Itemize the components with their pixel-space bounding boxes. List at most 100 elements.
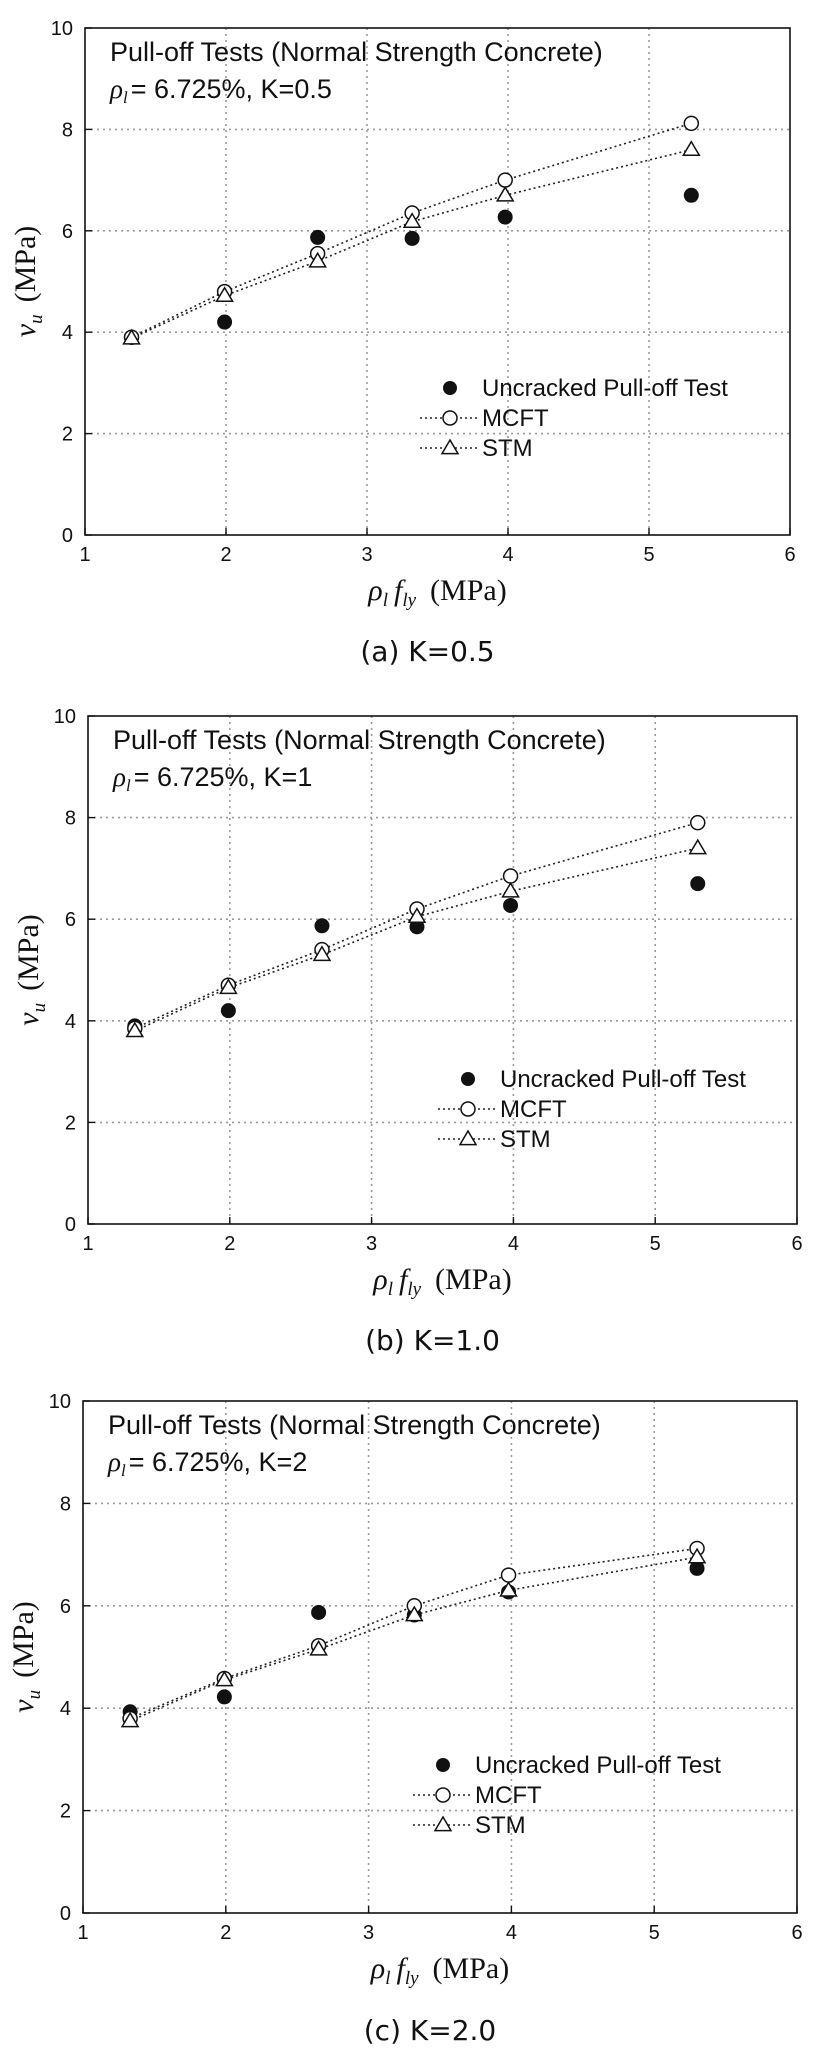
legend-label: STM <box>482 435 533 462</box>
data-point-uncracked <box>311 1604 327 1620</box>
legend-label: STM <box>500 1126 551 1153</box>
data-point-uncracked <box>216 1689 232 1705</box>
y-tick-label: 6 <box>65 909 76 931</box>
data-point-uncracked <box>497 209 513 225</box>
chart-panel-3: 1 2 3 4 5 6 0 2 4 6 8 10 ρl fly (MPa) vu(MPa) Pull-off T… <box>7 1391 803 2047</box>
y-tick-label: 8 <box>60 1493 71 1515</box>
legend-marker-filled-circle <box>461 1072 475 1086</box>
legend: Uncracked Pull-off Test MCFT STM <box>420 375 728 462</box>
data-point-mcft <box>689 814 706 831</box>
y-axis-label: vu(MPa) <box>12 914 50 1025</box>
data-point-mcft <box>500 1567 517 1583</box>
plot-frame <box>87 715 798 1225</box>
x-tick-label: 6 <box>791 1922 802 1944</box>
x-tick-label: 4 <box>506 1922 517 1944</box>
legend-marker-open-triangle <box>458 1129 478 1146</box>
y-tick-label: 6 <box>60 1596 71 1618</box>
x-axis-label: ρl fly (MPa) <box>367 574 506 611</box>
y-tick-label: 8 <box>65 808 76 830</box>
data-point-stm <box>308 251 327 268</box>
x-tick-label: 1 <box>82 1233 93 1255</box>
y-tick-label: 4 <box>65 1011 76 1033</box>
data-point-uncracked <box>690 876 706 892</box>
data-point-stm <box>407 907 427 924</box>
data-point-uncracked <box>314 918 330 934</box>
data-point-stm <box>499 1580 518 1597</box>
series-line-open-circle <box>131 122 692 339</box>
legend-label: Uncracked Pull-off Test <box>482 375 728 402</box>
x-tick-label: 5 <box>643 544 654 566</box>
data-point-stm <box>219 978 238 995</box>
legend-label: MCFT <box>500 1096 567 1123</box>
y-tick-label: 4 <box>62 322 73 344</box>
data-point-stm <box>215 1670 234 1687</box>
data-point-stm <box>495 185 515 202</box>
data-point-stm <box>501 881 520 898</box>
data-point-stm <box>687 1547 707 1564</box>
panel-caption: (a) K=0.5 <box>360 635 494 668</box>
annotation-ratio: ρl = 6.725%, K=2 <box>107 1447 307 1480</box>
legend: Uncracked Pull-off Test MCFT STM <box>438 1066 746 1153</box>
legend-marker-open-circle <box>442 410 458 426</box>
data-point-stm <box>312 945 332 962</box>
legend-label: Uncracked Pull-off Test <box>475 1752 721 1779</box>
series-line-open-triangle <box>129 1556 698 1722</box>
legend-marker-open-triangle <box>440 438 460 455</box>
x-tick-label: 6 <box>791 1233 802 1255</box>
x-tick-label: 4 <box>502 544 513 566</box>
annotation-title: Pull-off Tests (Normal Strength Concrete… <box>108 1410 601 1440</box>
data-point-stm <box>404 1605 424 1622</box>
annotation-title: Pull-off Tests (Normal Strength Concrete… <box>113 725 606 755</box>
data-point-stm <box>402 212 422 229</box>
series-line-open-circle <box>134 821 698 1030</box>
x-axis-label: ρl fly (MPa) <box>370 1952 509 1989</box>
y-tick-label: 4 <box>60 1698 71 1720</box>
plot-frame <box>82 1400 798 1914</box>
annotation-ratio: ρl = 6.725%, K=1 <box>112 762 312 795</box>
y-tick-label: 8 <box>62 119 73 141</box>
chart-panel-2: 1 2 3 4 5 6 0 2 4 6 8 10 ρl fly (MPa) vu(MPa) Pull-off T… <box>12 706 803 1357</box>
y-axis-label: vu(MPa) <box>9 226 47 337</box>
annotation-title: Pull-off Tests (Normal Strength Concrete… <box>110 37 603 67</box>
legend-marker-open-circle <box>435 1787 451 1803</box>
data-point-mcft <box>683 115 700 132</box>
y-tick-label: 10 <box>51 18 73 40</box>
legend-label: MCFT <box>475 1782 542 1809</box>
legend-marker-open-circle <box>460 1101 476 1117</box>
data-point-uncracked <box>220 1003 236 1019</box>
y-axis-label: vu(MPa) <box>7 1601 45 1712</box>
data-point-stm <box>688 838 708 855</box>
data-point-stm <box>125 1021 145 1038</box>
legend-marker-filled-circle <box>443 381 457 395</box>
legend-label: MCFT <box>482 405 549 432</box>
data-point-uncracked <box>217 314 233 330</box>
plot-frame <box>84 27 791 536</box>
data-point-stm <box>681 140 701 157</box>
y-tick-label: 2 <box>65 1112 76 1134</box>
data-point-uncracked <box>404 230 420 246</box>
legend-label: Uncracked Pull-off Test <box>500 1066 746 1093</box>
data-point-mcft <box>497 172 513 188</box>
data-point-uncracked <box>689 1560 705 1576</box>
data-point-uncracked <box>310 229 326 245</box>
legend-marker-filled-circle <box>436 1758 450 1772</box>
x-tick-label: 2 <box>224 1233 235 1255</box>
y-tick-label: 10 <box>54 706 76 728</box>
x-tick-label: 5 <box>650 1233 661 1255</box>
y-tick-label: 0 <box>65 1214 76 1236</box>
data-point-stm <box>122 328 141 345</box>
annotation-ratio: ρl = 6.725%, K=0.5 <box>109 74 332 107</box>
x-tick-label: 4 <box>508 1233 519 1255</box>
data-point-stm <box>309 1639 328 1656</box>
x-tick-label: 3 <box>363 1922 374 1944</box>
x-tick-label: 3 <box>366 1233 377 1255</box>
y-tick-label: 2 <box>62 424 73 446</box>
chart-panel-1: 1 2 3 4 5 6 0 2 4 6 8 10 ρl fly (MPa) vu(MPa) Pull-off T… <box>9 18 796 668</box>
legend-marker-open-triangle <box>433 1815 453 1832</box>
data-point-uncracked <box>683 187 699 203</box>
x-tick-label: 5 <box>649 1922 660 1944</box>
series-line-open-triangle <box>131 148 692 340</box>
series-line-open-triangle <box>134 847 698 1032</box>
y-tick-label: 0 <box>62 525 73 547</box>
